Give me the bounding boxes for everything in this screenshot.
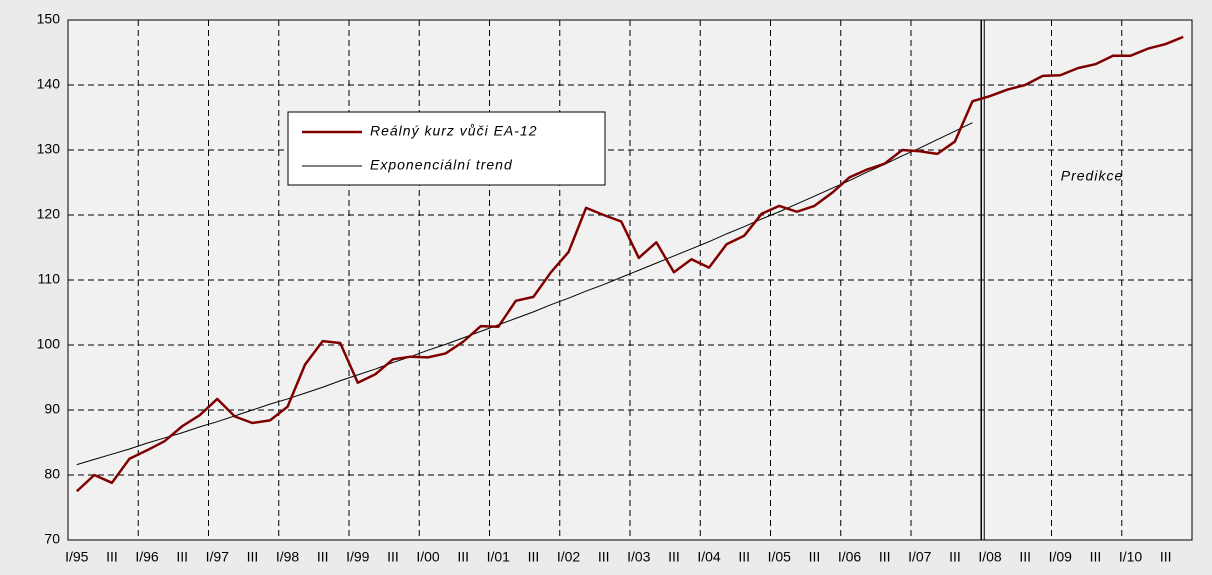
x-tick-label: I/07 bbox=[908, 549, 932, 565]
x-tick-label: III bbox=[528, 549, 540, 565]
series-line bbox=[75, 35, 1184, 493]
y-tick-label: 140 bbox=[37, 76, 61, 92]
x-tick-label: III bbox=[106, 549, 118, 565]
y-tick-label: 100 bbox=[37, 336, 61, 352]
x-tick-label: I/99 bbox=[346, 549, 370, 565]
x-tick-label: I/00 bbox=[416, 549, 440, 565]
x-tick-label: I/97 bbox=[206, 549, 230, 565]
y-tick-label: 80 bbox=[44, 466, 60, 482]
x-tick-label: III bbox=[1019, 549, 1031, 565]
x-tick-label: I/05 bbox=[768, 549, 792, 565]
legend-label: Exponenciální trend bbox=[370, 157, 513, 173]
y-tick-label: 70 bbox=[44, 531, 60, 547]
x-tick-label: I/08 bbox=[978, 549, 1002, 565]
y-tick-label: 110 bbox=[38, 271, 61, 287]
x-tick-label: I/01 bbox=[487, 549, 511, 565]
x-tick-label: I/03 bbox=[627, 549, 651, 565]
y-tick-label: 150 bbox=[37, 11, 61, 27]
x-tick-label: III bbox=[317, 549, 329, 565]
x-tick-label: III bbox=[457, 549, 469, 565]
y-tick-label: 130 bbox=[37, 141, 61, 157]
x-tick-label: III bbox=[598, 549, 610, 565]
x-tick-label: I/06 bbox=[838, 549, 862, 565]
x-tick-label: I/10 bbox=[1119, 549, 1143, 565]
x-tick-label: I/02 bbox=[557, 549, 581, 565]
annotation: Predikce bbox=[1061, 168, 1123, 184]
x-tick-label: I/95 bbox=[65, 549, 89, 565]
x-tick-label: III bbox=[176, 549, 188, 565]
legend-label: Reálný kurz vůči EA-12 bbox=[370, 123, 538, 139]
x-tick-label: III bbox=[1160, 549, 1172, 565]
x-tick-label: III bbox=[668, 549, 680, 565]
x-tick-label: III bbox=[879, 549, 891, 565]
x-tick-label: I/96 bbox=[135, 549, 159, 565]
y-tick-label: 120 bbox=[37, 206, 61, 222]
x-tick-label: III bbox=[1090, 549, 1102, 565]
x-tick-label: III bbox=[949, 549, 961, 565]
x-tick-label: III bbox=[387, 549, 399, 565]
x-tick-label: I/04 bbox=[697, 549, 721, 565]
y-tick-label: 90 bbox=[44, 401, 60, 417]
x-tick-label: I/09 bbox=[1049, 549, 1073, 565]
x-tick-label: I/98 bbox=[276, 549, 300, 565]
x-tick-label: III bbox=[738, 549, 750, 565]
x-tick-label: III bbox=[809, 549, 821, 565]
series-line bbox=[76, 122, 973, 466]
x-tick-label: III bbox=[247, 549, 259, 565]
legend-box bbox=[287, 111, 606, 186]
